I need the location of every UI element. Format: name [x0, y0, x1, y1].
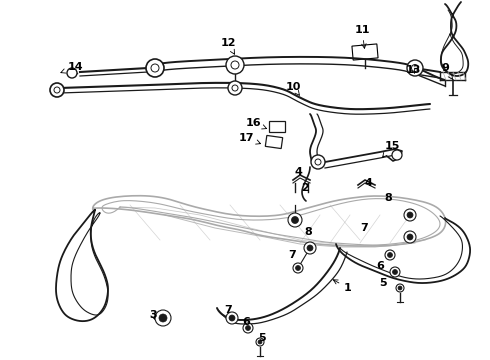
Circle shape: [226, 56, 244, 74]
Circle shape: [155, 310, 171, 326]
Bar: [269, 121, 285, 131]
Circle shape: [385, 250, 395, 260]
Text: 8: 8: [304, 227, 312, 237]
Circle shape: [404, 209, 416, 221]
Text: 16: 16: [245, 118, 267, 129]
Circle shape: [50, 83, 64, 97]
Circle shape: [245, 325, 250, 330]
Text: 4: 4: [364, 178, 372, 188]
Bar: [265, 135, 283, 149]
Circle shape: [304, 242, 316, 254]
Circle shape: [159, 314, 167, 322]
Circle shape: [392, 150, 402, 160]
Text: 5: 5: [379, 278, 387, 288]
Circle shape: [407, 234, 413, 240]
Text: 7: 7: [360, 223, 368, 233]
Circle shape: [293, 263, 303, 273]
Circle shape: [151, 64, 159, 72]
Text: 1: 1: [333, 280, 352, 293]
Circle shape: [232, 85, 238, 91]
Circle shape: [390, 267, 400, 277]
Text: 7: 7: [224, 305, 232, 315]
Circle shape: [288, 213, 302, 227]
Text: 3: 3: [149, 310, 157, 320]
Text: 10: 10: [285, 82, 301, 95]
Text: 6: 6: [376, 261, 384, 271]
Text: 2: 2: [301, 183, 309, 193]
Text: 13: 13: [405, 65, 421, 75]
Text: 11: 11: [354, 25, 370, 48]
Circle shape: [292, 216, 298, 224]
Text: 7: 7: [288, 250, 296, 260]
Circle shape: [412, 64, 418, 72]
Circle shape: [231, 61, 239, 69]
Circle shape: [226, 312, 238, 324]
Circle shape: [388, 252, 392, 257]
Circle shape: [404, 231, 416, 243]
Circle shape: [398, 286, 402, 290]
Circle shape: [396, 284, 404, 292]
Circle shape: [256, 338, 264, 346]
Circle shape: [228, 81, 242, 95]
Circle shape: [54, 87, 60, 93]
Text: 9: 9: [441, 63, 452, 79]
Circle shape: [146, 59, 164, 77]
Text: 17: 17: [238, 133, 261, 144]
Circle shape: [407, 212, 413, 218]
Circle shape: [67, 68, 77, 78]
Text: 4: 4: [294, 167, 302, 177]
Text: 6: 6: [242, 317, 250, 327]
Text: 12: 12: [220, 38, 236, 54]
Circle shape: [392, 270, 397, 274]
Circle shape: [311, 155, 325, 169]
Circle shape: [315, 159, 321, 165]
Bar: [352, 44, 378, 60]
Circle shape: [295, 266, 300, 270]
Circle shape: [407, 60, 423, 76]
Text: 5: 5: [258, 333, 266, 343]
Circle shape: [307, 245, 313, 251]
Circle shape: [258, 340, 262, 344]
Text: 15: 15: [383, 141, 400, 157]
Text: 14: 14: [61, 62, 83, 73]
Circle shape: [229, 315, 235, 321]
Text: 8: 8: [384, 193, 392, 203]
Circle shape: [243, 323, 253, 333]
